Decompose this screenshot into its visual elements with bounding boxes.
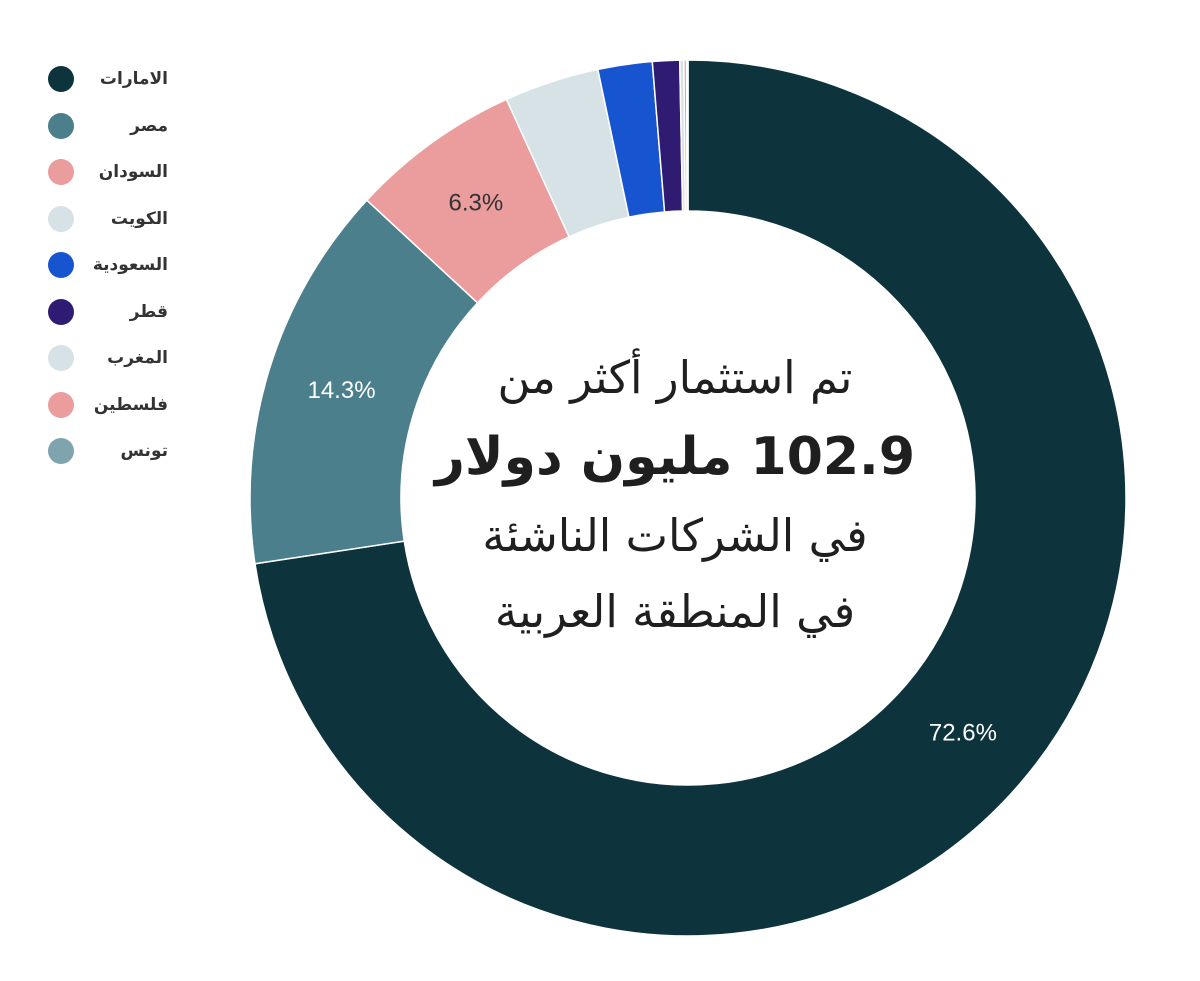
legend-label: مصر (130, 115, 168, 136)
slice-labels: 72.6% 14.3% 6.3% (307, 189, 996, 746)
legend-swatch (48, 345, 74, 372)
slice-9 (685, 59, 689, 212)
legend-label: فلسطين (93, 394, 168, 415)
legend-swatch (48, 391, 74, 418)
legend-label: قطر (129, 301, 168, 322)
legend-item[interactable]: المغرب (40, 335, 190, 382)
legend-swatch (48, 298, 74, 325)
legend-swatch (48, 252, 74, 279)
legend: الامارات مصر السودان الكويت السعودية قطر المغر… (40, 56, 190, 475)
slice-label-1: 72.6% (929, 720, 997, 747)
legend-item[interactable]: فلسطين (40, 382, 190, 429)
legend-label: الكويت (110, 208, 168, 229)
legend-item[interactable]: السودان (40, 149, 190, 196)
legend-swatch (48, 159, 74, 186)
center-text-line3: في الشركات الناشئة (482, 509, 868, 562)
slice-label-2: 14.3% (307, 377, 375, 404)
legend-swatch (48, 205, 74, 232)
center-text-line4: في المنطقة العربية (494, 585, 856, 638)
legend-label: الامارات (99, 69, 168, 90)
center-text: تم استثمار أكثر من 102.9 مليون دولار في … (415, 340, 935, 650)
legend-label: تونس (120, 441, 168, 462)
legend-swatch (48, 66, 74, 93)
legend-item[interactable]: السعودية (40, 242, 190, 289)
legend-item[interactable]: قطر (40, 289, 190, 336)
legend-label: المغرب (107, 348, 168, 369)
legend-item[interactable]: مصر (40, 103, 190, 150)
legend-label: السودان (98, 162, 168, 183)
legend-swatch (48, 438, 74, 465)
slice-1 (254, 59, 1127, 937)
legend-item[interactable]: الامارات (40, 56, 190, 103)
legend-label: السعودية (92, 255, 168, 276)
center-text-amount: 102.9 مليون دولار (435, 427, 915, 487)
legend-item[interactable]: الكويت (40, 196, 190, 243)
legend-item[interactable]: تونس (40, 428, 190, 475)
donut-slices (249, 59, 1127, 937)
center-text-line1: تم استثمار أكثر من (497, 351, 853, 404)
legend-swatch (48, 112, 74, 139)
slice-label-3: 6.3% (448, 189, 503, 216)
